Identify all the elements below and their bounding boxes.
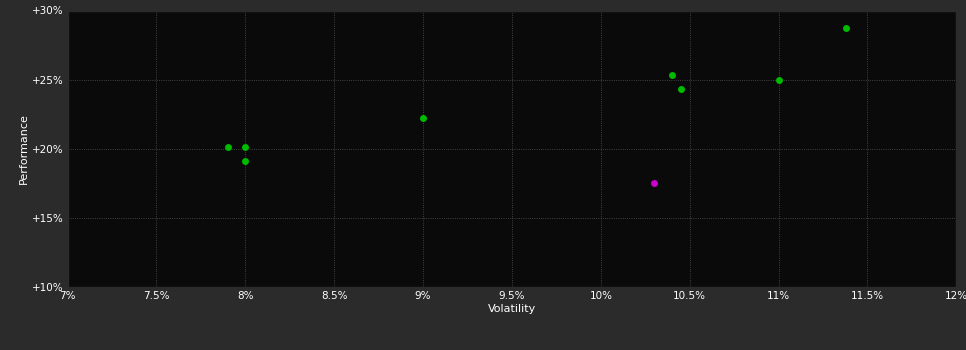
Point xyxy=(673,86,689,92)
Point xyxy=(415,116,431,121)
Point xyxy=(238,159,253,164)
Point xyxy=(771,77,786,83)
Y-axis label: Performance: Performance xyxy=(19,113,29,184)
Point xyxy=(220,144,236,149)
Point xyxy=(665,73,680,78)
Point xyxy=(646,180,662,186)
Point xyxy=(238,144,253,149)
Point xyxy=(838,26,854,31)
X-axis label: Volatility: Volatility xyxy=(488,304,536,314)
